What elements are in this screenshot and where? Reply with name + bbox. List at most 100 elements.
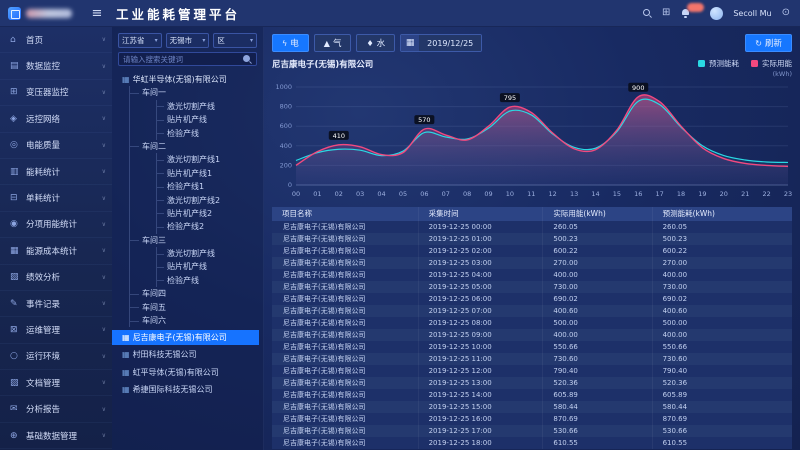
sidebar-item-subitem-energy-stats[interactable]: ◉ 分项用能统计 ∨	[0, 212, 112, 239]
tree-node-label: 车间四	[142, 289, 166, 299]
sidebar-item-runtime-environment[interactable]: ○ 运行环境 ∨	[0, 344, 112, 371]
tree-node-line[interactable]: 检验产线1	[157, 180, 259, 193]
table-cell: 2019-12-25 00:00	[417, 221, 543, 233]
gas-flame-icon: ▲	[323, 38, 330, 48]
svg-text:900: 900	[632, 84, 644, 92]
chevron-down-icon: ∨	[101, 405, 106, 413]
district-select[interactable]: 区 ▾	[213, 33, 258, 48]
svg-text:06: 06	[420, 190, 428, 198]
sidebar-item-label: 能耗统计	[26, 167, 61, 178]
tree-node-label: 激光切割产线2	[167, 195, 221, 205]
tree-node-label: 贴片机产线	[167, 115, 207, 125]
power-quality-icon: ◎	[10, 140, 18, 151]
sidebar-item-basic-data-management[interactable]: ⊕ 基础数据管理 ∨	[0, 423, 112, 450]
sidebar-item-data-monitoring[interactable]: ▤ 数据监控 ∨	[0, 53, 112, 80]
energy-type-water-button[interactable]: ♦ 水	[356, 34, 396, 52]
tree-node-label: 虹平导体(无锡)有限公司	[132, 367, 219, 377]
table-cell: 400.00	[542, 329, 651, 341]
tree-node-line[interactable]: 检验产线	[157, 274, 259, 287]
sidebar: ⌂ 首页 ∨ ▤ 数据监控 ∨ ⊞ 变压器监控 ∨ ◈ 远控网络 ∨ ◎ 电能质量 ∨ ▥ 能耗统计 ∨ ⊟ 单耗统计…	[0, 27, 112, 450]
tree-node-line[interactable]: 激光切割产线1	[157, 153, 259, 166]
tree-node-company[interactable]: ▦ 村田科技无锡公司	[112, 347, 259, 362]
table-cell: 500.23	[651, 233, 792, 245]
table-cell: 尼吉康电子(无锡)有限公司	[283, 439, 366, 447]
province-select[interactable]: 江苏省 ▾	[118, 33, 162, 48]
sidebar-item-power-quality[interactable]: ◎ 电能质量 ∨	[0, 133, 112, 159]
tree-node-workshop[interactable]: 车间四	[130, 287, 259, 300]
page-title: 工业能耗管理平台	[116, 6, 241, 22]
tree-node-line[interactable]: 贴片机产线2	[157, 207, 259, 220]
tree-node-line[interactable]: 贴片机产线	[157, 113, 259, 126]
tree-node-workshop[interactable]: 车间五	[130, 301, 259, 314]
svg-text:795: 795	[504, 94, 516, 102]
tree-node-line[interactable]: 贴片机产线1	[157, 167, 259, 180]
tree-node-line[interactable]: 检验产线	[157, 127, 259, 140]
tree-node-line[interactable]: 贴片机产线	[157, 260, 259, 273]
svg-text:11: 11	[527, 190, 535, 198]
energy-type-electric-button[interactable]: ϟ 电	[272, 34, 309, 52]
table-cell: 尼吉康电子(无锡)有限公司	[283, 295, 366, 303]
notifications-button[interactable]	[680, 3, 705, 19]
refresh-button[interactable]: ↻ 刷新	[745, 34, 792, 52]
tree-node-company[interactable]: ▦ 希捷国际科技无锡公司	[112, 382, 259, 397]
sidebar-item-ops-management[interactable]: ⊠ 运维管理 ∨	[0, 317, 112, 344]
city-select[interactable]: 无锡市 ▾	[165, 33, 210, 48]
date-picker[interactable]: ▦ 2019/12/25	[400, 34, 483, 52]
tree-node-workshop[interactable]: 车间六	[130, 314, 259, 327]
table-cell: 2019-12-25 18:00	[417, 437, 543, 449]
legend-item-actual[interactable]: 实际用能	[751, 58, 792, 69]
sidebar-item-label: 变压器监控	[26, 88, 69, 99]
svg-text:07: 07	[442, 190, 450, 198]
sidebar-item-analysis-report[interactable]: ✉ 分析报告 ∨	[0, 396, 112, 423]
performance-icon: ▧	[10, 272, 19, 283]
settings-icon[interactable]: ⊙	[781, 7, 790, 18]
table-cell: 530.66	[651, 425, 792, 437]
search-icon[interactable]	[642, 8, 652, 18]
energy-type-gas-button[interactable]: ▲ 气	[313, 34, 352, 52]
tree-node-label: 华虹半导体(无锡)有限公司	[132, 75, 227, 84]
tree-node-root[interactable]: ▦ 华虹半导体(无锡)有限公司	[122, 73, 259, 86]
sidebar-item-transformer-monitoring[interactable]: ⊞ 变压器监控 ∨	[0, 80, 112, 107]
table-cell: 790.40	[542, 365, 651, 377]
table-cell: 2019-12-25 05:00	[417, 281, 543, 293]
sidebar-item-performance-analysis[interactable]: ▧ 绩效分析 ∨	[0, 265, 112, 291]
sidebar-item-energy-cost-stats[interactable]: ▦ 能源成本统计 ∨	[0, 238, 112, 265]
tree-workshops: 车间一 激光切割产线 贴片机产线 检验产线 车间二 激光切割产线1 贴片机产线1 检验产线1 激…	[129, 86, 259, 328]
tree-node-line[interactable]: 激光切割产线	[157, 100, 259, 113]
building-icon: ▦	[122, 75, 130, 84]
tree-node-workshop[interactable]: 车间二	[130, 140, 259, 153]
chevron-down-icon: ∨	[101, 352, 106, 360]
tree-node-company[interactable]: ▦ 虹平导体(无锡)有限公司	[112, 365, 259, 380]
unit-consumption-icon: ⊟	[10, 193, 18, 204]
table-cell: 2019-12-25 04:00	[417, 269, 543, 281]
tree-node-workshop[interactable]: 车间三	[130, 234, 259, 247]
sidebar-item-event-log[interactable]: ✎ 事件记录 ∨	[0, 291, 112, 318]
chart-legend: 预测能耗 实际用能	[698, 58, 792, 69]
tree-node-line[interactable]: 激光切割产线	[157, 247, 259, 260]
electric-icon: ϟ	[282, 38, 288, 48]
table-cell: 尼吉康电子(无锡)有限公司	[283, 223, 366, 231]
sidebar-item-energy-stats[interactable]: ▥ 能耗统计 ∨	[0, 159, 112, 186]
tree-node-label: 激光切割产线	[167, 101, 215, 111]
search-icon[interactable]	[243, 54, 252, 64]
table-row: 尼吉康电子(无锡)有限公司 2019-12-25 02:00 600.22 600.2…	[272, 245, 792, 257]
sidebar-item-home[interactable]: ⌂ 首页 ∨	[0, 27, 112, 54]
refresh-label: 刷新	[764, 39, 782, 49]
table-cell: 尼吉康电子(无锡)有限公司	[283, 403, 366, 411]
table-cell: 2019-12-25 14:00	[417, 389, 543, 401]
sidebar-item-document-management[interactable]: ▨ 文档管理 ∨	[0, 370, 112, 397]
table-cell: 610.55	[651, 437, 792, 449]
sidebar-item-unit-consumption-stats[interactable]: ⊟ 单耗统计 ∨	[0, 185, 112, 212]
legend-item-predicted[interactable]: 预测能耗	[698, 58, 739, 69]
svg-text:08: 08	[463, 190, 471, 198]
avatar[interactable]	[710, 6, 724, 20]
table-cell: 尼吉康电子(无锡)有限公司	[283, 379, 366, 387]
tree-node-line[interactable]: 检验产线2	[157, 220, 259, 233]
tree-node-workshop[interactable]: 车间一	[130, 86, 259, 99]
tree-search-input[interactable]	[123, 54, 243, 64]
tree-node-company-selected[interactable]: ▦ 尼吉康电子(无锡)有限公司	[112, 329, 259, 345]
apps-grid-icon[interactable]: ⊞	[661, 7, 671, 18]
tree-node-line[interactable]: 激光切割产线2	[157, 194, 259, 207]
menu-toggle-icon[interactable]: ≡	[91, 5, 103, 21]
sidebar-item-remote-network[interactable]: ◈ 远控网络 ∨	[0, 106, 112, 133]
